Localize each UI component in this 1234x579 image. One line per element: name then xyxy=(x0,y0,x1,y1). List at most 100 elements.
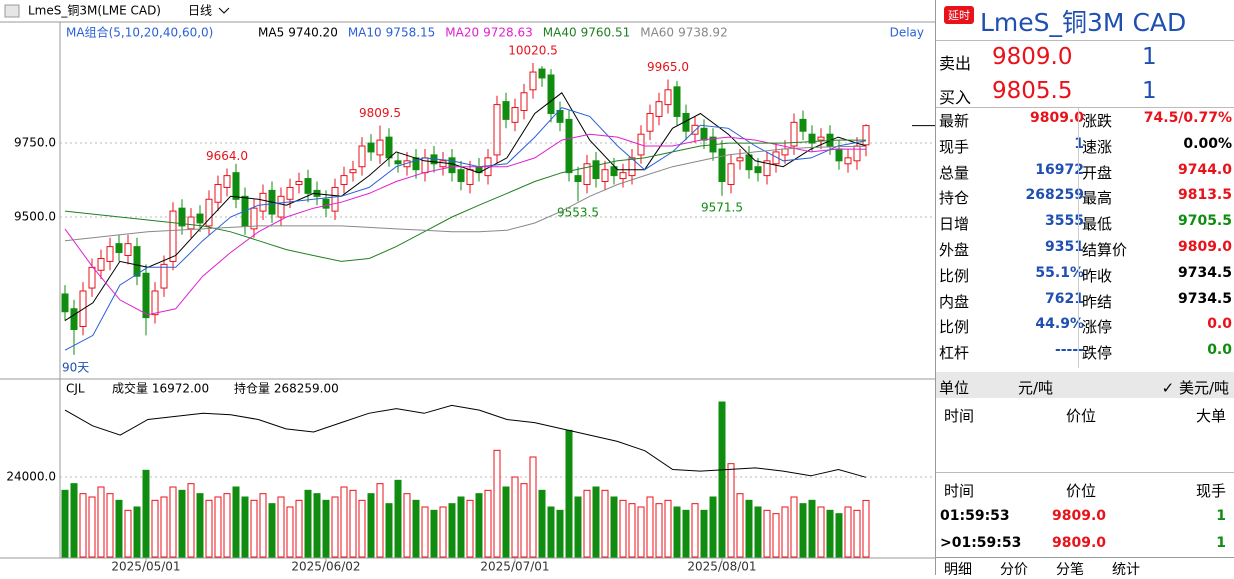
volume-bar xyxy=(493,449,501,558)
candle-body xyxy=(322,198,330,209)
menu-icon[interactable] xyxy=(4,4,20,18)
candle-body xyxy=(673,86,681,117)
candle-body xyxy=(664,89,672,106)
background xyxy=(0,0,935,575)
volume-bar xyxy=(691,503,699,558)
tab[interactable]: 分笔 xyxy=(1056,562,1084,578)
volume-bar xyxy=(574,496,582,558)
candle-body xyxy=(763,160,771,177)
legend-name: MA60 xyxy=(640,26,674,40)
candle-body xyxy=(853,145,861,162)
volume-bar xyxy=(403,493,411,558)
candle-body xyxy=(349,169,357,174)
tab[interactable]: 明细 xyxy=(944,562,972,578)
volume-bar xyxy=(214,496,222,558)
high-label: 10020.5 xyxy=(508,44,558,58)
volume-bar xyxy=(475,493,483,558)
candle-body xyxy=(115,243,123,254)
legend-name: MA5 xyxy=(258,26,284,40)
candle-body xyxy=(565,118,573,174)
badge: 延时 xyxy=(944,6,974,24)
volume-title: CJL xyxy=(66,382,85,396)
field-value: 0.0 xyxy=(1207,342,1232,359)
volume-bar xyxy=(601,489,609,558)
volume-bar xyxy=(853,509,861,558)
candle-body xyxy=(547,74,555,114)
candle-body xyxy=(718,148,726,183)
field-value: 9351 xyxy=(1045,239,1084,255)
period-caret[interactable] xyxy=(218,7,230,14)
candle-body xyxy=(466,169,474,185)
field-value: 9809.0 xyxy=(1029,110,1084,126)
low-label: 9571.5 xyxy=(701,200,743,214)
candle-body xyxy=(205,198,213,227)
candle-body xyxy=(511,107,519,123)
unit-label: 单位 xyxy=(939,379,970,397)
volume-bar xyxy=(718,401,726,558)
candle-body xyxy=(628,157,636,177)
volume-bar xyxy=(394,479,402,558)
volume-bar xyxy=(700,509,708,558)
field-label: 最高 xyxy=(1082,189,1113,208)
candle-body xyxy=(790,121,798,147)
candle-body xyxy=(376,139,384,156)
volume-bar xyxy=(547,506,555,558)
range-label: 90天 xyxy=(62,361,89,375)
candle-body xyxy=(835,148,843,162)
y-tick-label: 9500.0 xyxy=(14,210,56,224)
volume-bar xyxy=(439,506,447,558)
period[interactable]: 日线 xyxy=(188,4,212,18)
tick-cell: >01:59:53 xyxy=(940,535,1022,551)
volume-bar xyxy=(520,483,528,558)
unit-cny[interactable]: 元/吨 xyxy=(1018,379,1054,397)
candle-body xyxy=(151,290,159,316)
volume-bar xyxy=(826,509,834,558)
field-value: 9734.5 xyxy=(1177,264,1232,281)
volume-bar xyxy=(205,499,213,558)
field-label: 内盘 xyxy=(939,292,970,311)
volume-bar xyxy=(682,509,690,558)
candle-body xyxy=(295,181,303,185)
quote-title: LmeS_铜3M CAD xyxy=(980,8,1187,37)
column-header: 价位 xyxy=(1066,482,1097,500)
volume-bar xyxy=(457,496,465,558)
y-tick-label: 9750.0 xyxy=(14,136,56,150)
symbol[interactable]: LmeS_铜3M(LME CAD) xyxy=(28,3,161,18)
tick-cell: 9809.0 xyxy=(1052,508,1107,524)
tick-cell: 9809.0 xyxy=(1052,535,1107,551)
volume-bar xyxy=(745,499,753,558)
volume-bar xyxy=(286,506,294,558)
volume-bar xyxy=(331,496,339,558)
y-tick-label: 24000.0 xyxy=(6,470,56,484)
candle-body xyxy=(556,110,564,123)
sep xyxy=(936,107,1234,108)
candle-body xyxy=(232,172,240,200)
column-header: 价位 xyxy=(1066,407,1097,425)
x-tick-label: 2025/05/01 xyxy=(111,560,180,574)
low-label: 9553.5 xyxy=(557,206,599,220)
tab[interactable]: 分价 xyxy=(1000,562,1028,578)
high-label: 9965.0 xyxy=(647,60,689,74)
column-header: 时间 xyxy=(944,482,975,500)
field-label: 日增 xyxy=(939,215,970,234)
volume-bar xyxy=(781,506,789,558)
volume-bar xyxy=(763,509,771,558)
ma-line xyxy=(64,139,866,262)
candle-body xyxy=(646,112,654,132)
field-value: ----- xyxy=(1054,342,1084,359)
volume-bar xyxy=(754,506,762,558)
unit-usd[interactable]: ✓ 美元/吨 xyxy=(1161,379,1229,397)
field-value: 1 xyxy=(1074,135,1084,152)
volume-bar xyxy=(79,493,87,558)
volume-bar xyxy=(808,499,816,558)
field-label: 速涨 xyxy=(1082,137,1113,156)
volume-bar xyxy=(511,476,519,558)
candle-body xyxy=(808,133,816,144)
volume-bar xyxy=(844,506,852,558)
volume-bar xyxy=(709,496,717,558)
field-value: 9809.0 xyxy=(1177,239,1232,255)
volume-bar xyxy=(412,499,420,558)
tab[interactable]: 统计 xyxy=(1112,562,1140,578)
volume-bar xyxy=(313,493,321,558)
